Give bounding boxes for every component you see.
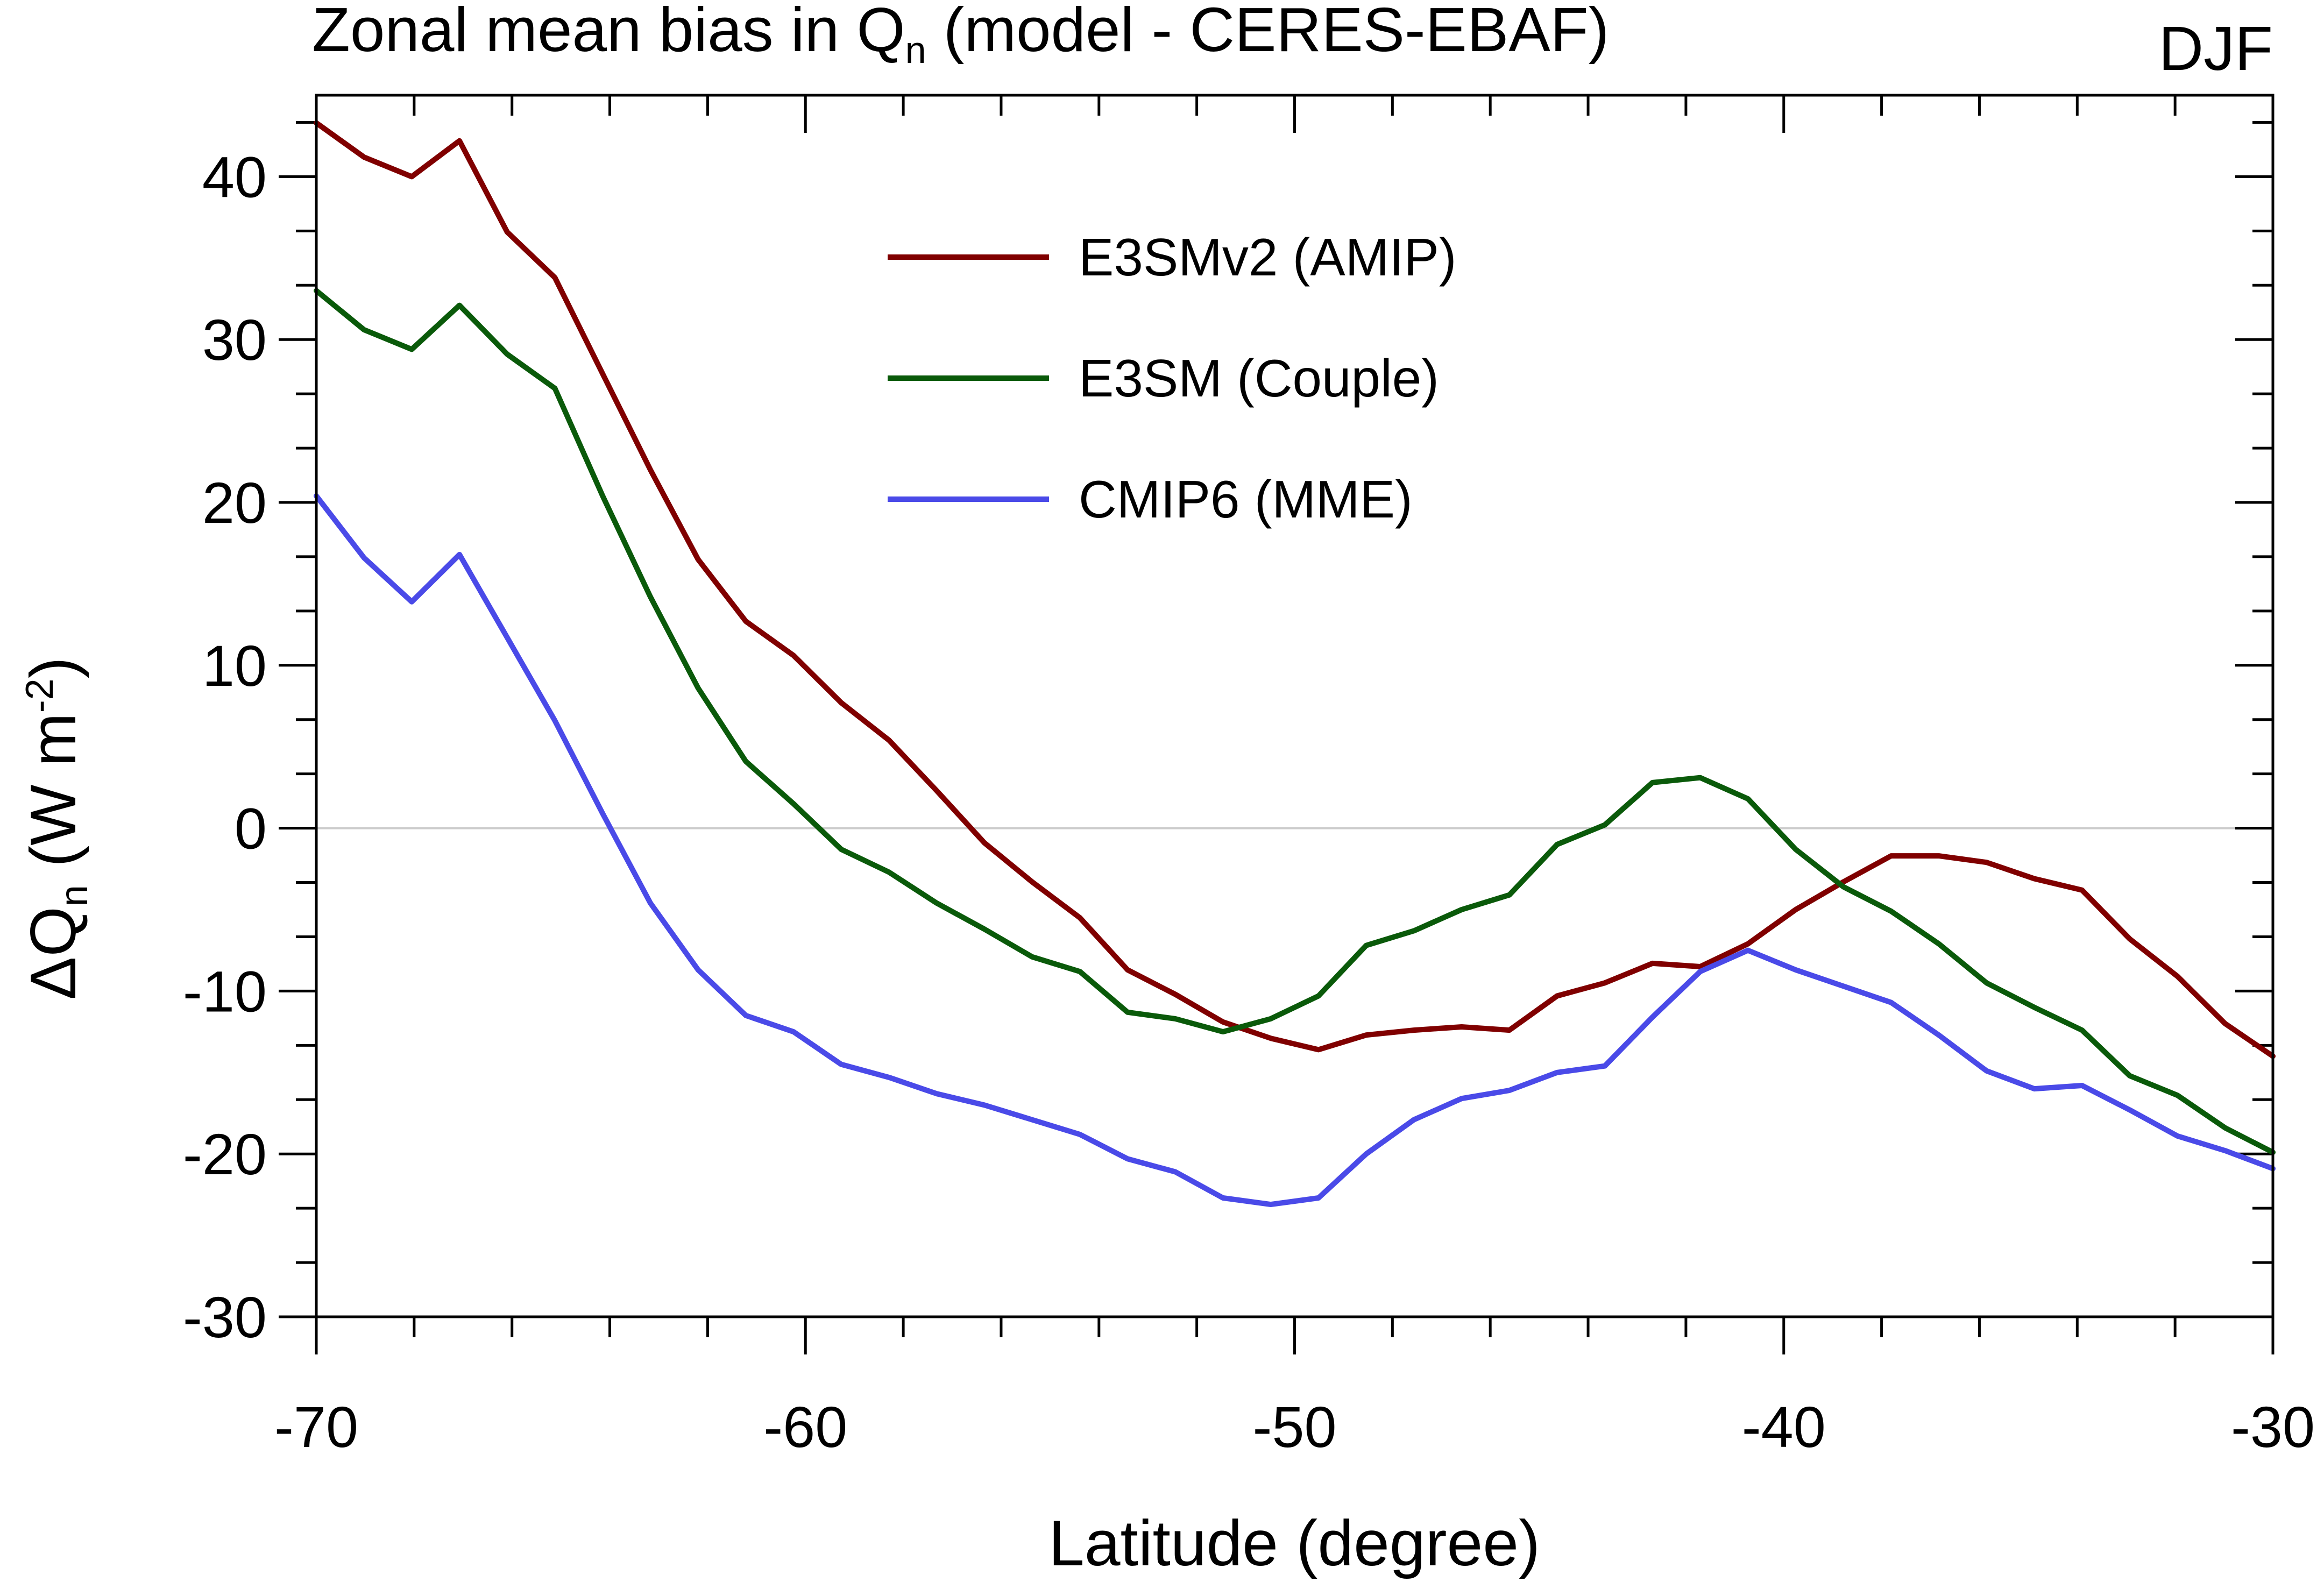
y-tick-label: -10 [183,959,267,1024]
chart-title-rest: (model - CERES-EBAF) [926,0,1610,65]
y-axis-title-units: (W m [17,713,89,885]
series-line-e3sm-couple [314,288,2276,1155]
y-axis-title-subscript: n [53,885,96,906]
legend: E3SMv2 (AMIP) E3SM (Couple) CMIP6 (MME) [888,228,1456,529]
axis-ticks [279,95,2275,1354]
legend-label-cmip6: CMIP6 (MME) [1079,470,1413,529]
x-tick-label: -30 [2231,1394,2315,1459]
x-tick-label: -70 [274,1394,358,1459]
x-tick-label: -60 [763,1394,847,1459]
y-axis-title-close: ) [17,657,89,678]
y-tick-label: -20 [183,1122,267,1187]
y-tick-label: 10 [202,633,267,698]
y-axis-title-superscript: -2 [18,678,61,713]
legend-label-e3smv2: E3SMv2 (AMIP) [1079,228,1456,287]
y-tick-label: 40 [202,144,267,209]
chart-title: Zonal mean bias in Qn (model - CERES-EBA… [312,0,1609,71]
legend-label-e3sm-couple: E3SM (Couple) [1079,349,1439,408]
plot-frame [315,94,2275,1318]
chart-title-main: Zonal mean bias in Q [312,0,905,65]
y-tick-label: 20 [202,470,267,535]
series-lines [314,120,2276,1208]
x-tick-label: -40 [1742,1394,1826,1459]
x-tick-label: -50 [1252,1394,1336,1459]
y-tick-label: 30 [202,307,267,372]
y-tick-label: -30 [183,1285,267,1350]
x-axis-title: Latitude (degree) [1048,1507,1540,1579]
y-axis-title: ΔQn (W m-2) [17,657,96,999]
y-axis-title-delta: ΔQ [17,906,89,1000]
series-line-cmip6-mme [314,493,2276,1208]
chart-title-subscript: n [905,29,926,71]
y-tick-labels: -30 -20 -10 0 10 20 30 40 [183,144,267,1350]
x-tick-labels: -70 -60 -50 -40 -30 [274,1394,2315,1459]
season-label: DJF [2158,13,2273,83]
series-line-e3smv2-amip [314,120,2276,1059]
y-tick-label: 0 [235,796,267,861]
